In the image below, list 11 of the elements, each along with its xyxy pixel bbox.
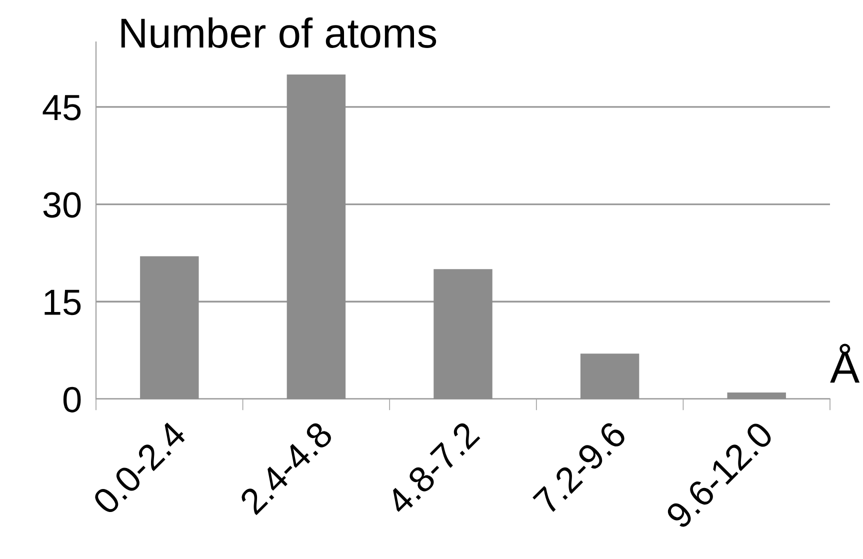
y-tick-label: 30 (43, 192, 81, 218)
y-tick-label: 0 (63, 386, 81, 412)
bar (434, 269, 492, 399)
bar (140, 256, 199, 399)
bar (727, 392, 786, 399)
y-tick-label: 45 (42, 95, 81, 120)
bar (580, 354, 640, 399)
x-axis-title: Å (830, 344, 860, 383)
bar (286, 74, 346, 399)
y-tick-label: 15 (44, 290, 81, 316)
chart-title: Number of atoms (121, 17, 436, 48)
